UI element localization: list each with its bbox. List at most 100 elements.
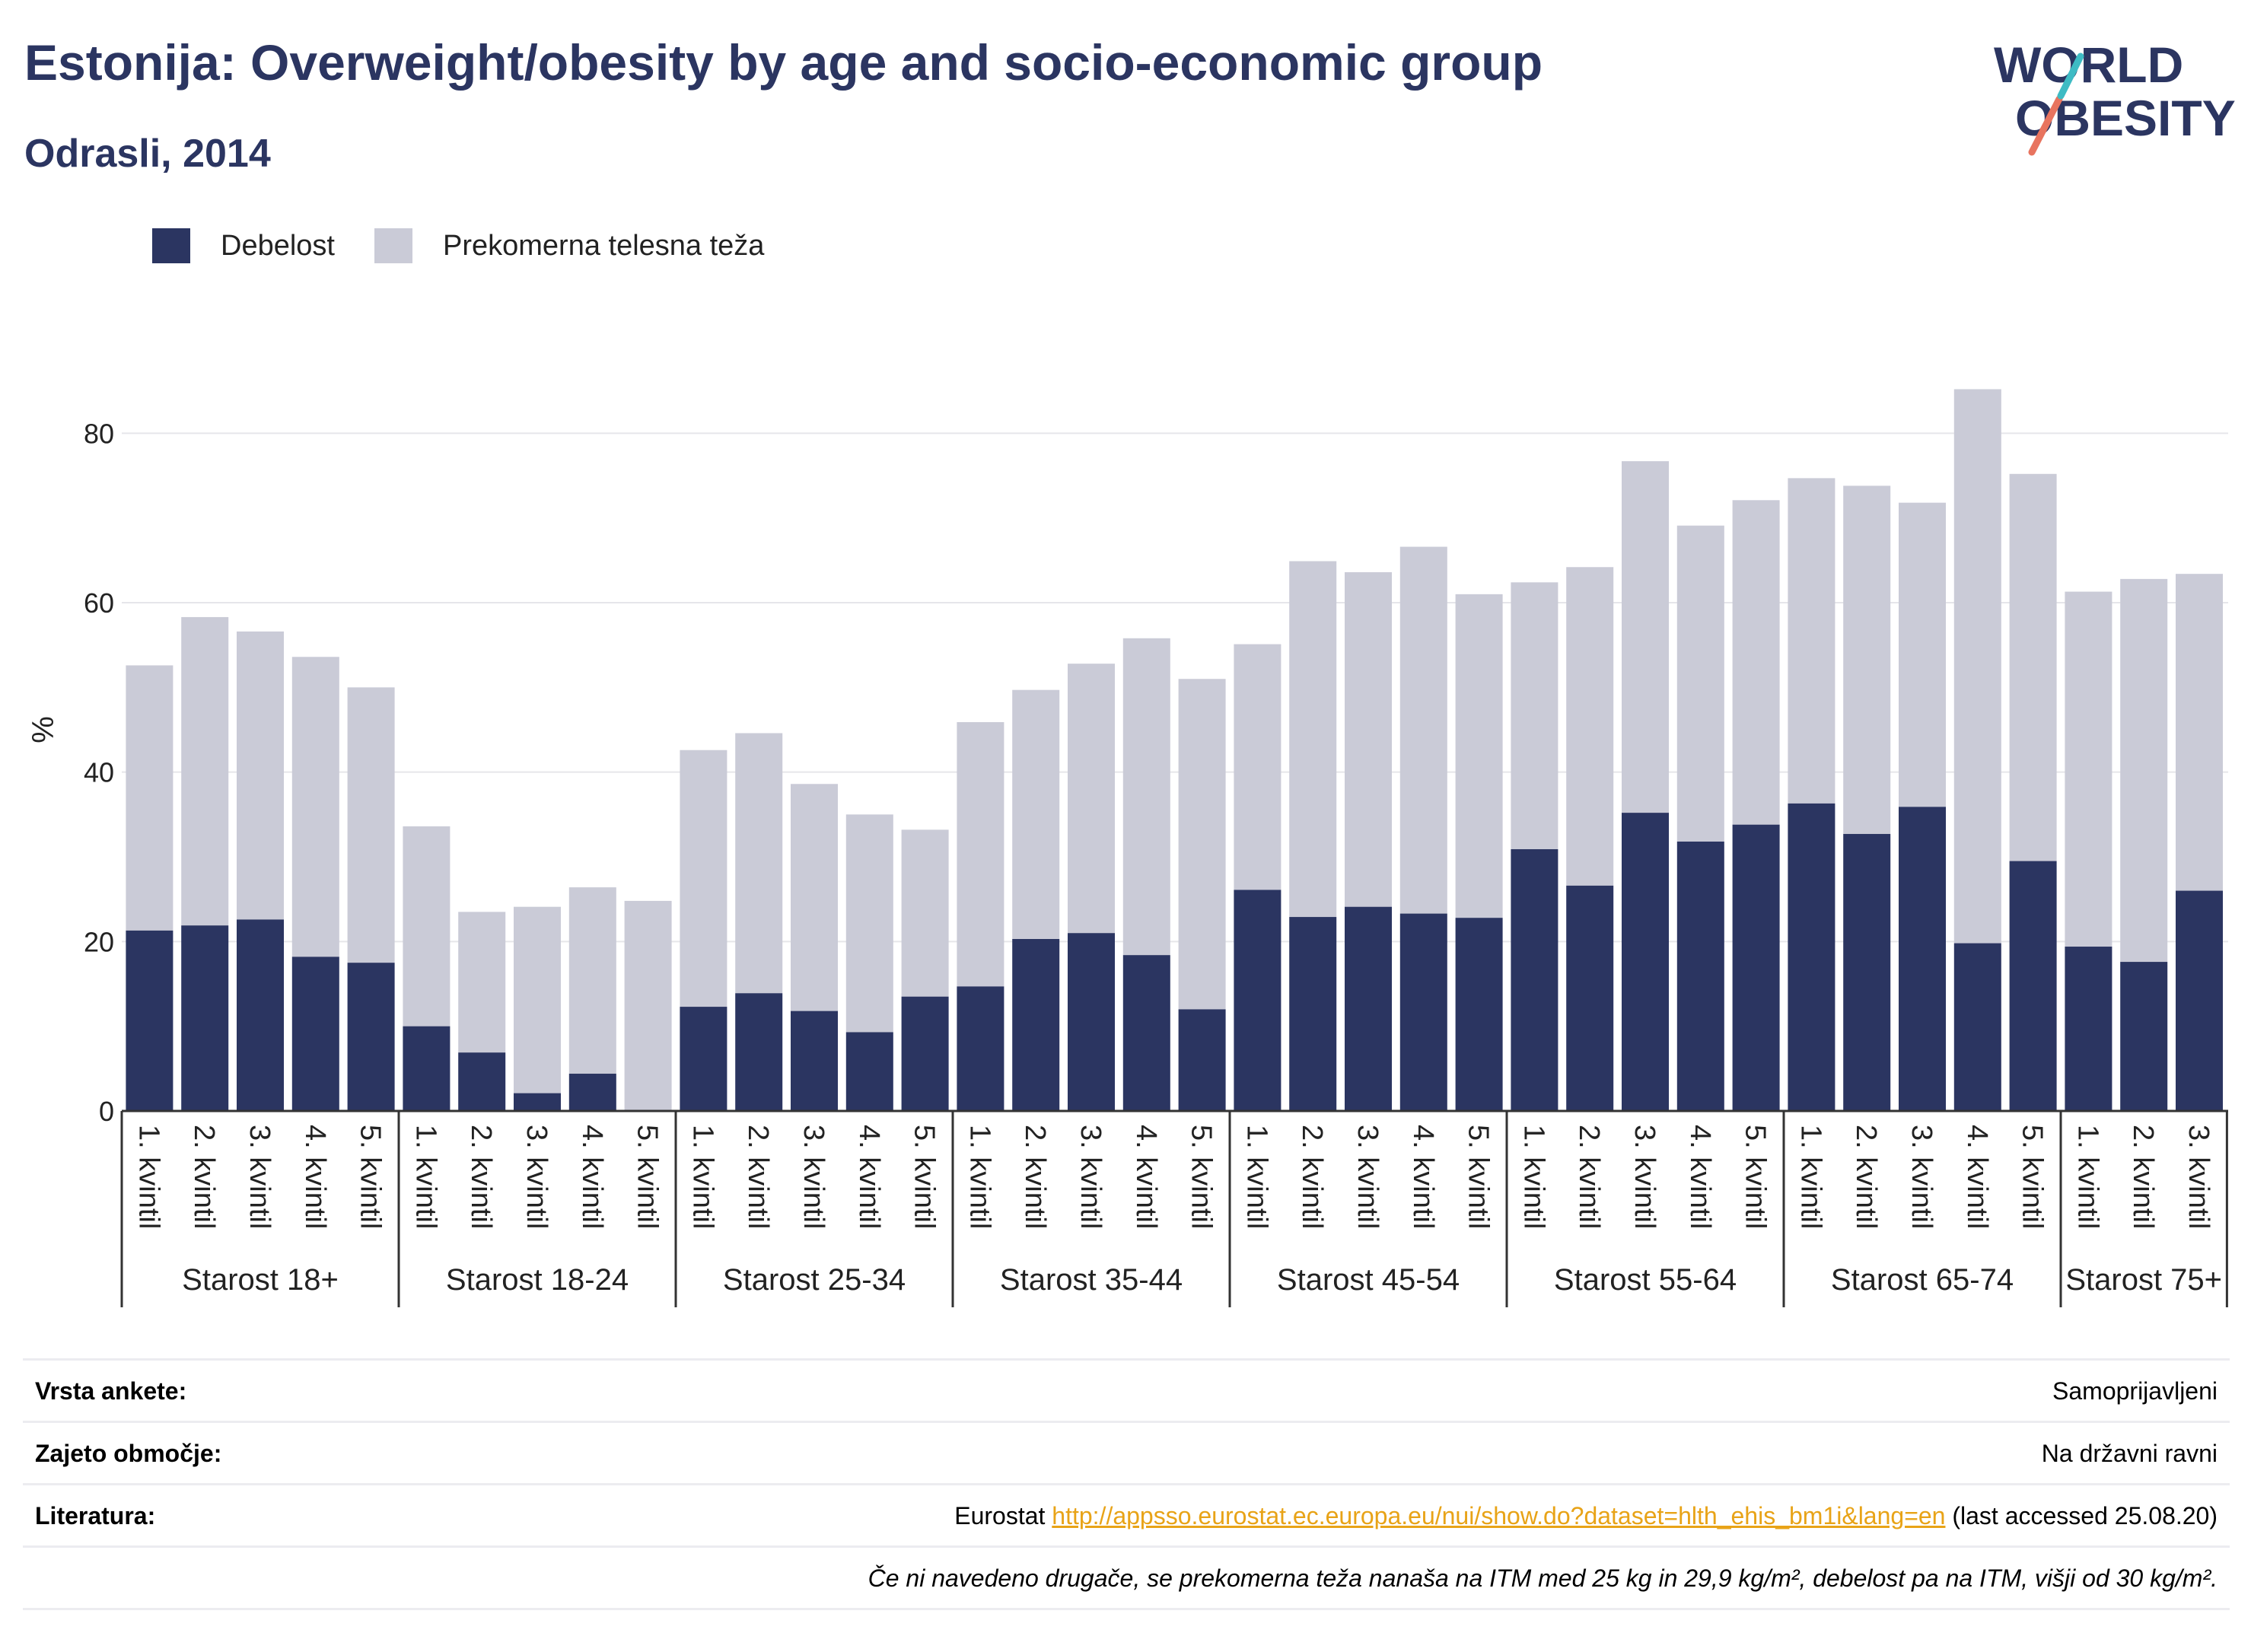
bar-overweight [845,814,893,1033]
bar-overweight [458,912,506,1053]
bar-obesity [1511,848,1559,1111]
x-tick-label: 4. kvintil [1961,1125,1993,1229]
reference-label: Literatura: [35,1502,156,1529]
legend-item-obesity: Debelost [152,228,335,263]
bar-obesity [403,1026,451,1111]
bar-obesity [514,1093,561,1111]
y-axis-label: % [27,716,60,743]
bar-obesity [181,925,229,1111]
bar-overweight [1399,546,1447,914]
x-tick-label: 4. kvintil [576,1125,608,1229]
x-tick-label: 4. kvintil [853,1125,885,1229]
info-row-coverage: Zajeto območje: Na državni ravni [23,1421,2230,1485]
bar-overweight [1012,689,1060,940]
reference-suffix: (last accessed 25.08.20) [1945,1502,2218,1529]
bar-obesity [1899,807,1946,1111]
group-label: Starost 35-44 [1000,1263,1183,1297]
bar-overweight [735,733,783,994]
bar-overweight [1622,461,1669,813]
y-tick-label: 80 [84,418,114,449]
bar-overweight [1178,679,1226,1010]
x-tick-label: 2. kvintil [1573,1125,1605,1229]
bar-overweight [1122,638,1170,956]
bar-overweight [347,687,395,963]
bar-obesity [957,986,1005,1111]
stacked-bar-chart: 0 20 40 60 80% 1. kvintil 2. kvintil 3. kvintil… [27,389,2228,1307]
y-tick-label: 0 [99,1096,114,1127]
x-tick-label: 5. kvintil [1740,1125,1772,1229]
survey-label: Vrsta ankete: [35,1377,187,1405]
x-tick-label: 1. kvintil [132,1125,164,1229]
bar-obesity [791,1011,838,1111]
world-obesity-logo: WORLD OBESITY [1994,37,2236,156]
x-tick-label: 5. kvintil [2017,1125,2049,1229]
bar-obesity [347,963,395,1111]
bar-obesity [2120,962,2168,1111]
x-tick-label: 3. kvintil [1075,1125,1106,1229]
x-tick-label: 3. kvintil [2183,1125,2214,1229]
bar-overweight [2009,473,2057,861]
bar-overweight [237,631,284,920]
x-tick-label: 2. kvintil [1850,1125,1882,1229]
x-tick-label: 1. kvintil [2071,1125,2103,1229]
bar-obesity [458,1052,506,1111]
legend-label-obesity: Debelost [221,229,335,262]
bar-overweight [1345,571,1392,907]
bar-obesity [1676,841,1724,1111]
bar-overweight [1289,561,1337,918]
legend: Debelost Prekomerna telesna teža [152,228,804,263]
bar-obesity [1012,939,1060,1111]
bar-overweight [901,829,949,997]
x-tick-label: 5. kvintil [1463,1125,1495,1229]
survey-value: Samoprijavljeni [2052,1377,2218,1405]
x-tick-label: 4. kvintil [299,1125,331,1229]
y-tick-label: 20 [84,926,114,957]
page-title: Estonija: Overweight/obesity by age and … [24,34,1543,91]
bar-overweight [403,826,451,1027]
bar-obesity [1953,943,2001,1111]
bar-obesity [901,996,949,1111]
bar-overweight [791,784,838,1011]
x-tick-label: 2. kvintil [742,1125,774,1229]
x-tick-label: 2. kvintil [1296,1125,1328,1229]
bar-obesity [2176,890,2223,1111]
legend-item-overweight: Prekomerna telesna teža [374,228,764,263]
x-tick-label: 4. kvintil [1130,1125,1162,1229]
bar-overweight [957,721,1005,987]
definition-note: Če ni navedeno drugače, se prekomerna te… [868,1564,2218,1592]
group-label: Starost 55-64 [1554,1263,1737,1297]
bar-obesity [1345,906,1392,1111]
bar-obesity [1289,917,1337,1111]
bar-overweight [2065,591,2113,947]
y-tick-label: 60 [84,587,114,619]
bar-obesity [2065,947,2113,1111]
bar-overweight [680,750,728,1007]
reference-value: Eurostat http://appsso.eurostat.ec.europ… [954,1502,2218,1530]
bar-obesity [680,1007,728,1111]
reference-link[interactable]: http://appsso.eurostat.ec.europa.eu/nui/… [1052,1502,1946,1529]
bar-obesity [1122,955,1170,1111]
x-tick-label: 4. kvintil [1684,1125,1716,1229]
bar-overweight [1788,478,1836,804]
group-label: Starost 18+ [182,1263,339,1297]
bar-obesity [1843,833,1891,1111]
x-tick-label: 2. kvintil [465,1125,497,1229]
bar-overweight [1843,485,1891,834]
bar-overweight [1566,567,1614,886]
y-tick-label: 40 [84,757,114,788]
info-row-note: Če ni navedeno drugače, se prekomerna te… [23,1545,2230,1610]
group-label: Starost 25-34 [723,1263,906,1297]
bar-overweight [624,900,672,1111]
bar-overweight [181,616,229,926]
bar-obesity [735,993,783,1111]
logo-line1: WORLD [1994,37,2183,93]
bar-overweight [1234,644,1282,890]
x-tick-label: 3. kvintil [521,1125,552,1229]
bar-obesity [845,1032,893,1111]
bar-obesity [1788,803,1836,1111]
bar-obesity [1455,918,1503,1111]
bar-obesity [2009,861,2057,1111]
bar-overweight [1511,582,1559,849]
x-tick-label: 3. kvintil [798,1125,829,1229]
x-tick-label: 5. kvintil [909,1125,941,1229]
